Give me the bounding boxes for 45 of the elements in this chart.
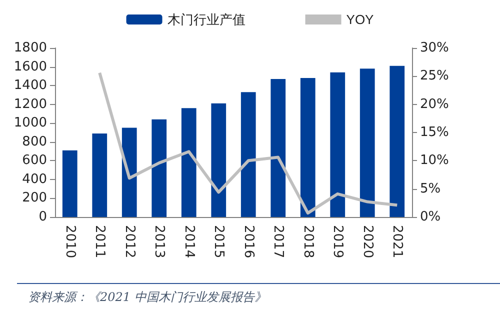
x-tick-label: 2012 xyxy=(122,225,137,258)
y2-tick-label: 15% xyxy=(420,125,449,140)
x-tick-label: 2011 xyxy=(92,225,108,258)
y-tick-label: 1600 xyxy=(14,59,47,74)
y2-tick-label: 5% xyxy=(420,181,441,196)
x-tick-label: 2015 xyxy=(211,225,226,258)
y2-tick-label: 25% xyxy=(420,68,449,84)
y-tick-label: 200 xyxy=(22,190,47,206)
legend-label: YOY xyxy=(346,12,374,27)
x-tick-label: 2014 xyxy=(181,225,196,258)
line-series xyxy=(98,71,399,215)
bar xyxy=(122,128,137,217)
y-tick-label: 1400 xyxy=(14,78,47,94)
text: 资料来源：《2021 中国木门行业发展报告》 xyxy=(28,289,266,306)
y-tick-label: 800 xyxy=(22,134,47,150)
x-tick-label: 2018 xyxy=(300,225,316,258)
y2-tick-label: 0% xyxy=(420,210,441,224)
y2-tick-label: 10% xyxy=(420,153,449,168)
bar xyxy=(240,92,256,217)
bar xyxy=(300,78,316,217)
y-tick-label: 0 xyxy=(38,210,47,224)
x-tick-label: 2016 xyxy=(240,225,256,258)
y2-tick-label: 30% xyxy=(420,40,449,56)
y-tick-label: 1000 xyxy=(14,116,47,131)
x-tick-label: 2013 xyxy=(152,225,167,258)
bar xyxy=(390,66,405,217)
bar xyxy=(181,108,196,217)
bar xyxy=(270,78,286,217)
y-tick-label: 400 xyxy=(22,172,47,187)
x-tick-label: 2021 xyxy=(390,225,405,258)
bar xyxy=(62,150,78,217)
y-tick-label: 600 xyxy=(22,153,47,168)
bar xyxy=(211,103,226,217)
x-tick-label: 2019 xyxy=(330,225,346,258)
y-tick-label: 1200 xyxy=(14,96,47,112)
x-tick-label: 2020 xyxy=(360,225,375,258)
x-tick-label: 2010 xyxy=(62,225,78,258)
bar xyxy=(92,133,108,217)
bar xyxy=(330,72,346,217)
legend-label: 木门行业产值 xyxy=(167,12,246,27)
x-tick-label: 2017 xyxy=(270,225,286,258)
bar xyxy=(152,119,167,217)
y2-tick-label: 20% xyxy=(420,96,449,112)
bar xyxy=(360,68,375,217)
y-tick-label: 1800 xyxy=(14,40,47,56)
